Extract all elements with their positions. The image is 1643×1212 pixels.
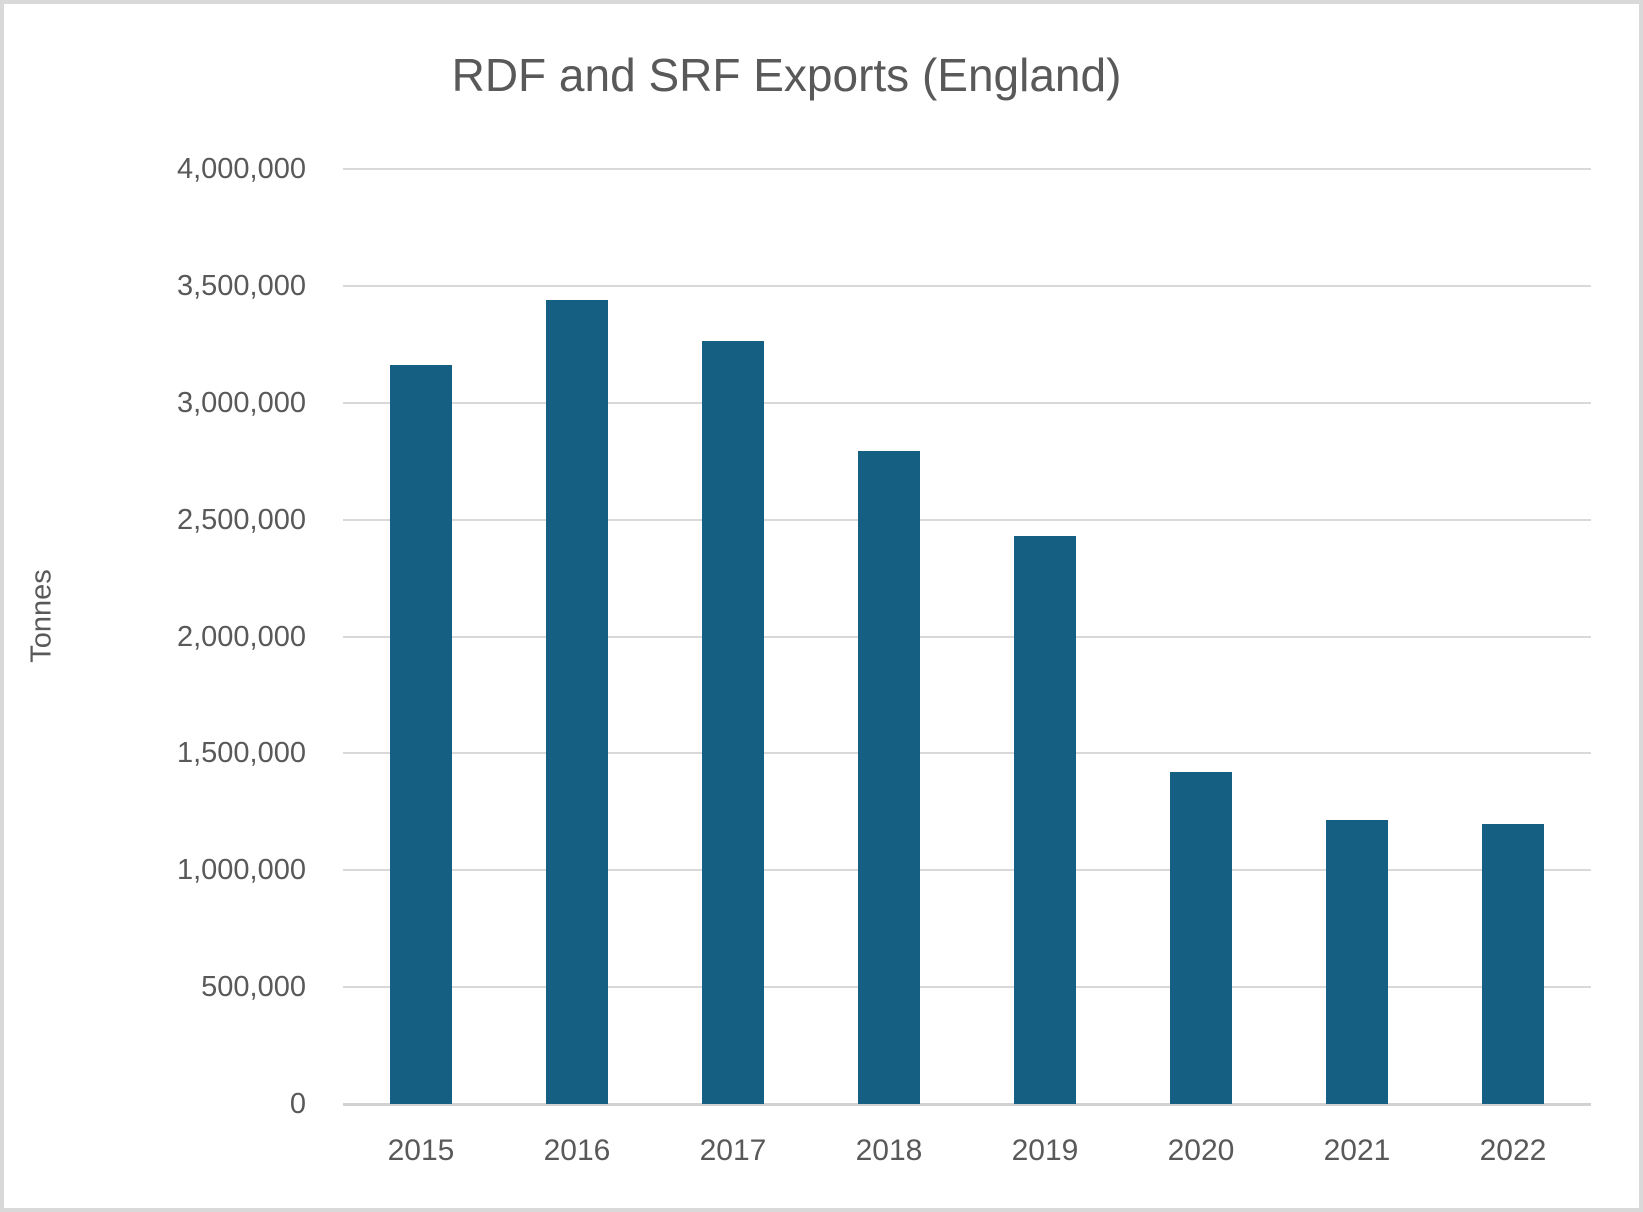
bar-2018: [858, 450, 920, 1104]
bar-2020: [1170, 772, 1232, 1104]
x-tick-label-2021: 2021: [1323, 1134, 1391, 1167]
bar-2021: [1326, 820, 1388, 1104]
gridline: [343, 284, 1591, 287]
y-tick-label: 4,000,000: [176, 153, 306, 185]
y-tick-label: 2,500,000: [176, 503, 306, 536]
gridline: [343, 752, 1591, 755]
bar-2016: [546, 299, 608, 1104]
y-tick-label: 3,000,000: [176, 386, 306, 419]
bar-2019: [1014, 536, 1076, 1104]
x-tick-label-2018: 2018: [855, 1134, 923, 1167]
bar-2015: [390, 365, 452, 1104]
gridline: [343, 518, 1591, 521]
chart-title: RDF and SRF Exports (England): [451, 49, 1122, 101]
gridline: [343, 401, 1591, 404]
plot-area: [343, 168, 1591, 1106]
x-axis-line: [343, 1103, 1591, 1106]
bar-2017: [702, 340, 764, 1104]
x-tick-label-2015: 2015: [387, 1134, 455, 1167]
y-tick-label: 3,500,000: [176, 269, 306, 302]
y-tick-label: 500,000: [201, 971, 306, 1004]
x-tick-label-2022: 2022: [1479, 1134, 1547, 1167]
gridline: [343, 168, 1591, 170]
y-tick-label: 2,000,000: [176, 620, 306, 653]
gridline: [343, 635, 1591, 638]
bar-2022: [1482, 823, 1544, 1104]
y-tick-label: 1,500,000: [176, 737, 306, 770]
y-tick-label: 0: [289, 1088, 306, 1120]
gridline: [343, 869, 1591, 872]
gridline: [343, 986, 1591, 989]
x-tick-label-2017: 2017: [699, 1134, 767, 1167]
x-tick-label-2019: 2019: [1011, 1134, 1079, 1167]
x-tick-label-2020: 2020: [1167, 1134, 1235, 1167]
x-tick-label-2016: 2016: [543, 1134, 611, 1167]
y-tick-label: 1,000,000: [176, 854, 306, 887]
